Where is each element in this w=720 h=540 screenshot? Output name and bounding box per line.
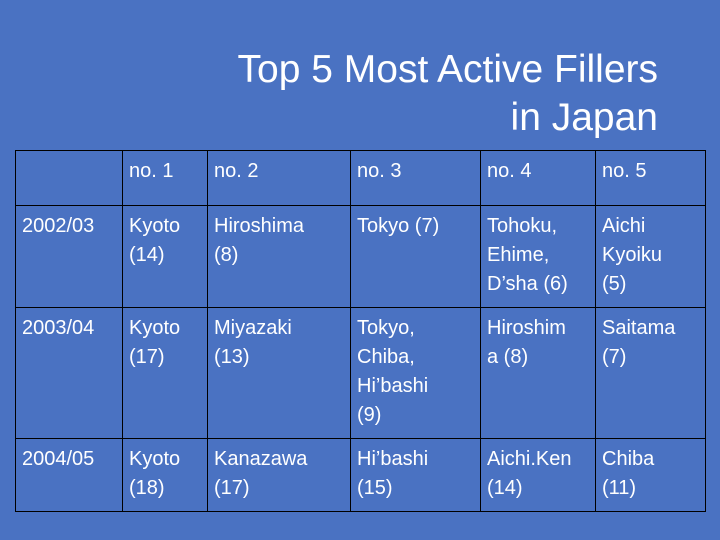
table-cell: Tokyo, Chiba, Hi’bashi (9) (350, 307, 481, 439)
table-cell: Hiroshima (8) (207, 205, 351, 308)
table-cell: Hiroshim a (8) (480, 307, 596, 439)
table-cell: Aichi.Ken (14) (480, 438, 596, 512)
table-cell: Kyoto (14) (122, 205, 208, 308)
slide-title: Top 5 Most Active Fillers in Japan (238, 46, 658, 142)
row-year-cell: 2002/03 (15, 205, 123, 308)
table-cell: Saitama (7) (595, 307, 706, 439)
table-cell: Kyoto (18) (122, 438, 208, 512)
header-cell-corner (15, 150, 123, 206)
table-row: 2004/05 Kyoto (18) Kanazawa (17) Hi’bash… (15, 438, 706, 512)
table-cell: Tohoku, Ehime, D’sha (6) (480, 205, 596, 308)
table-cell: Miyazaki (13) (207, 307, 351, 439)
table-cell: Tokyo (7) (350, 205, 481, 308)
table-row: 2003/04 Kyoto (17) Miyazaki (13) Tokyo, … (15, 307, 706, 439)
table-cell: Kanazawa (17) (207, 438, 351, 512)
header-cell-no2: no. 2 (207, 150, 351, 206)
table-row: 2002/03 Kyoto (14) Hiroshima (8) Tokyo (… (15, 205, 706, 308)
header-cell-no4: no. 4 (480, 150, 596, 206)
header-cell-no1: no. 1 (122, 150, 208, 206)
table-cell: Aichi Kyoiku (5) (595, 205, 706, 308)
row-year-cell: 2004/05 (15, 438, 123, 512)
fillers-table: no. 1 no. 2 no. 3 no. 4 no. 5 2002/03 Ky… (15, 150, 706, 512)
table-cell: Chiba (11) (595, 438, 706, 512)
slide-title-line-2: in Japan (510, 96, 658, 139)
header-cell-no3: no. 3 (350, 150, 481, 206)
header-cell-no5: no. 5 (595, 150, 706, 206)
table-cell: Hi’bashi (15) (350, 438, 481, 512)
slide-title-line-1: Top 5 Most Active Fillers (237, 48, 658, 91)
row-year-cell: 2003/04 (15, 307, 123, 439)
table-header-row: no. 1 no. 2 no. 3 no. 4 no. 5 (15, 150, 706, 206)
table-cell: Kyoto (17) (122, 307, 208, 439)
